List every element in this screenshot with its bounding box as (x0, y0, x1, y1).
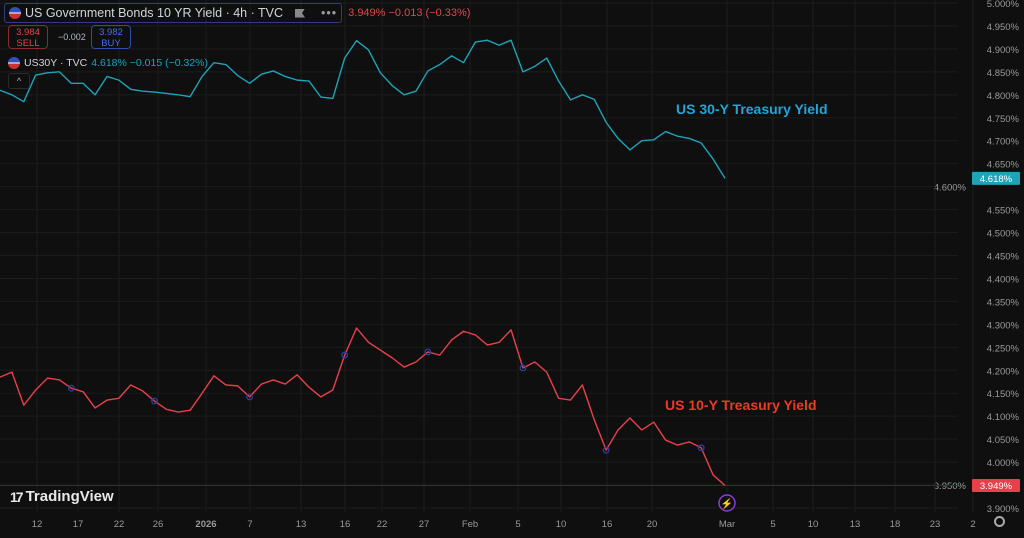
x-tick-label: 5 (515, 519, 520, 530)
y-tick-label: 4.750% (987, 114, 1020, 125)
y-tick-label: 4.200% (987, 366, 1020, 377)
us-flag-icon (8, 57, 20, 69)
us-flag-icon (9, 7, 21, 19)
x-tick-label: 10 (556, 519, 567, 530)
logo-text: TradingView (25, 488, 114, 505)
x-tick-label: 17 (73, 519, 84, 530)
tradingview-logo[interactable]: 17 TradingView (10, 488, 114, 505)
x-tick-label: 27 (419, 519, 430, 530)
y-tick-label: 4.350% (987, 297, 1020, 308)
buy-button[interactable]: 3.982 BUY (91, 25, 131, 49)
sell-label: SELL (16, 38, 40, 49)
y-tick-label: 4.950% (987, 22, 1020, 33)
y-tick-label: 4.000% (987, 458, 1020, 469)
x-tick-label: 10 (808, 519, 819, 530)
x-tick-label: 2026 (195, 519, 216, 530)
x-tick-label: 2 (970, 519, 975, 530)
event-marker[interactable] (519, 364, 527, 372)
x-tick-label: 16 (602, 519, 613, 530)
logo-mark-icon: 17 (10, 488, 24, 505)
y-tick-label: 3.900% (987, 504, 1020, 515)
x-tick-label: 16 (340, 519, 351, 530)
y-tick-label: 4.400% (987, 274, 1020, 285)
y-tick-label: 4.800% (987, 91, 1020, 102)
symbol-change: 3.949% −0.013 (−0.33%) (348, 7, 471, 19)
lightning-glyph-icon: ⚡ (721, 497, 733, 510)
x-tick-label: 5 (770, 519, 775, 530)
y-tick-label: 4.250% (987, 343, 1020, 354)
y-tick-label: 4.850% (987, 68, 1020, 79)
x-tick-label: 22 (377, 519, 388, 530)
event-marker[interactable] (246, 393, 254, 401)
y-tick-label: 5.000% (987, 0, 1020, 10)
compare-symbol: US30Y · TVC (24, 57, 88, 69)
symbol-legend[interactable]: US Government Bonds 10 YR Yield · 4h · T… (4, 3, 343, 23)
event-marker[interactable] (67, 384, 75, 392)
last-price-badge-us30y (972, 171, 1020, 185)
sell-price: 3.984 (16, 27, 40, 38)
buy-price: 3.982 (99, 27, 123, 38)
collapse-legend-button[interactable]: ^ (8, 73, 30, 89)
y-tick-label: 4.500% (987, 229, 1020, 240)
more-button[interactable]: ••• (321, 6, 338, 20)
compare-values: 4.618% −0.015 (−0.32%) (91, 57, 208, 69)
settings-gear-icon[interactable] (994, 516, 1005, 527)
last-price-label: 3.949% (980, 481, 1013, 492)
y-tick-label: 4.550% (987, 206, 1020, 217)
spread: −0.002 (58, 32, 86, 42)
x-tick-label: Mar (719, 519, 735, 530)
symbol-title: US Government Bonds 10 YR Yield · 4h · T… (25, 6, 283, 20)
y-tick-label: 4.450% (987, 252, 1020, 263)
compare-legend[interactable]: US30Y · TVC 4.618% −0.015 (−0.32%) (8, 57, 208, 69)
event-marker[interactable] (151, 397, 158, 405)
x-tick-label: 18 (890, 519, 901, 530)
flag-icon[interactable] (295, 8, 305, 18)
event-marker[interactable] (602, 446, 610, 454)
x-tick-label: 20 (647, 519, 658, 530)
x-tick-label: 7 (247, 519, 252, 530)
x-tick-label: 23 (930, 519, 941, 530)
y-tick-label: 4.700% (987, 137, 1020, 148)
x-tick-label: 22 (114, 519, 125, 530)
y-tick-label: 4.300% (987, 320, 1020, 331)
annotation-30y: US 30-Y Treasury Yield (676, 101, 828, 117)
symbol-legend-row: US Government Bonds 10 YR Yield · 4h · T… (4, 3, 470, 23)
y-tick-label: 3.950% (934, 481, 967, 492)
buy-label: BUY (101, 38, 121, 49)
last-price-label: 4.618% (980, 174, 1013, 185)
y-tick-label: 4.900% (987, 45, 1020, 56)
x-tick-label: 12 (32, 519, 43, 530)
x-tick-label: 13 (296, 519, 307, 530)
x-tick-label: Feb (462, 519, 478, 530)
x-tick-label: 26 (153, 519, 164, 530)
x-tick-label: 13 (850, 519, 861, 530)
y-tick-label: 4.100% (987, 412, 1020, 423)
y-tick-label: 4.600% (934, 183, 967, 194)
event-marker[interactable] (697, 444, 705, 452)
annotation-10y: US 10-Y Treasury Yield (665, 397, 817, 413)
y-tick-label: 4.650% (987, 160, 1020, 171)
event-marker[interactable] (424, 348, 432, 356)
series-line-us10y (0, 327, 726, 487)
y-tick-label: 4.150% (987, 389, 1020, 400)
sell-button[interactable]: 3.984 SELL (8, 25, 48, 49)
series-line-us30y (0, 39, 726, 179)
y-tick-label: 4.050% (987, 435, 1020, 446)
last-price-badge-us10y (972, 479, 1020, 493)
lightning-event-icon[interactable] (718, 494, 736, 512)
event-marker[interactable] (341, 351, 349, 359)
